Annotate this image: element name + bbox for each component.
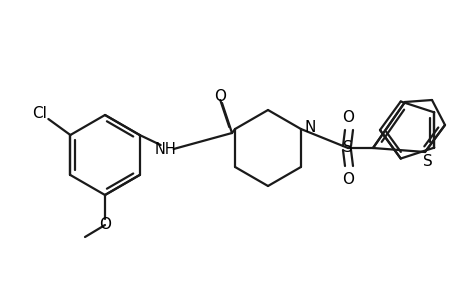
Text: O: O	[341, 172, 353, 187]
Text: S: S	[422, 154, 432, 169]
Text: NH: NH	[154, 142, 176, 157]
Text: N: N	[304, 119, 316, 134]
Text: O: O	[213, 88, 225, 104]
Text: O: O	[99, 218, 111, 232]
Text: Cl: Cl	[32, 106, 47, 122]
Text: S: S	[342, 140, 352, 155]
Text: O: O	[341, 110, 353, 124]
